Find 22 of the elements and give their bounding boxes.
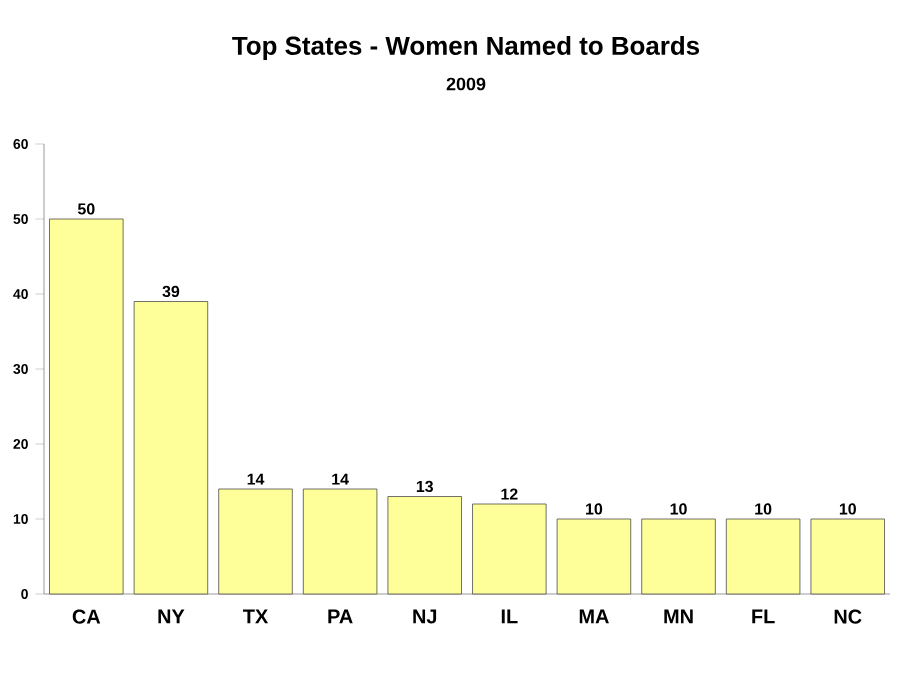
bar — [725, 518, 801, 595]
bar — [641, 518, 716, 595]
bar — [556, 518, 632, 595]
chart-title: Top States - Women Named to Boards — [232, 35, 700, 61]
x-tick-label: MN — [664, 609, 693, 624]
bar — [49, 218, 124, 595]
x-tick-label: NY — [158, 609, 185, 624]
bar — [810, 518, 885, 595]
bar — [218, 488, 293, 595]
x-tick-label: NC — [834, 609, 862, 624]
x-tick-label: MA — [579, 609, 609, 624]
bar — [302, 488, 378, 595]
chart-subtitle: 2009 — [446, 77, 486, 91]
x-tick-label: NJ — [413, 609, 437, 624]
x-tick-label: FL — [752, 609, 775, 624]
x-tick-label: TX — [243, 609, 269, 624]
x-tick-label: IL — [501, 609, 518, 624]
bar — [133, 301, 209, 595]
x-tick-label: CA — [72, 609, 101, 624]
x-tick-label: PA — [328, 609, 353, 624]
bar — [472, 503, 547, 595]
bar — [387, 496, 462, 595]
